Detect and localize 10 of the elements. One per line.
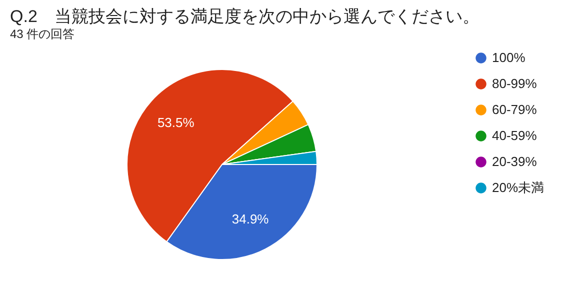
data-label: 53.5% <box>157 115 195 130</box>
data-label: 34.9% <box>232 212 270 227</box>
chart-title: Q.2 当競技会に対する満足度を次の中から選んでください。 <box>10 7 480 26</box>
legend-label: 60-79% <box>492 102 538 117</box>
legend-label: 40-59% <box>492 128 538 143</box>
legend-label: 20-39% <box>492 154 538 169</box>
chart-subtitle: 43 件の回答 <box>10 27 75 41</box>
legend-label: 20%未満 <box>492 180 544 195</box>
legend-label: 100% <box>492 50 526 65</box>
legend-label: 80-99% <box>492 76 538 91</box>
